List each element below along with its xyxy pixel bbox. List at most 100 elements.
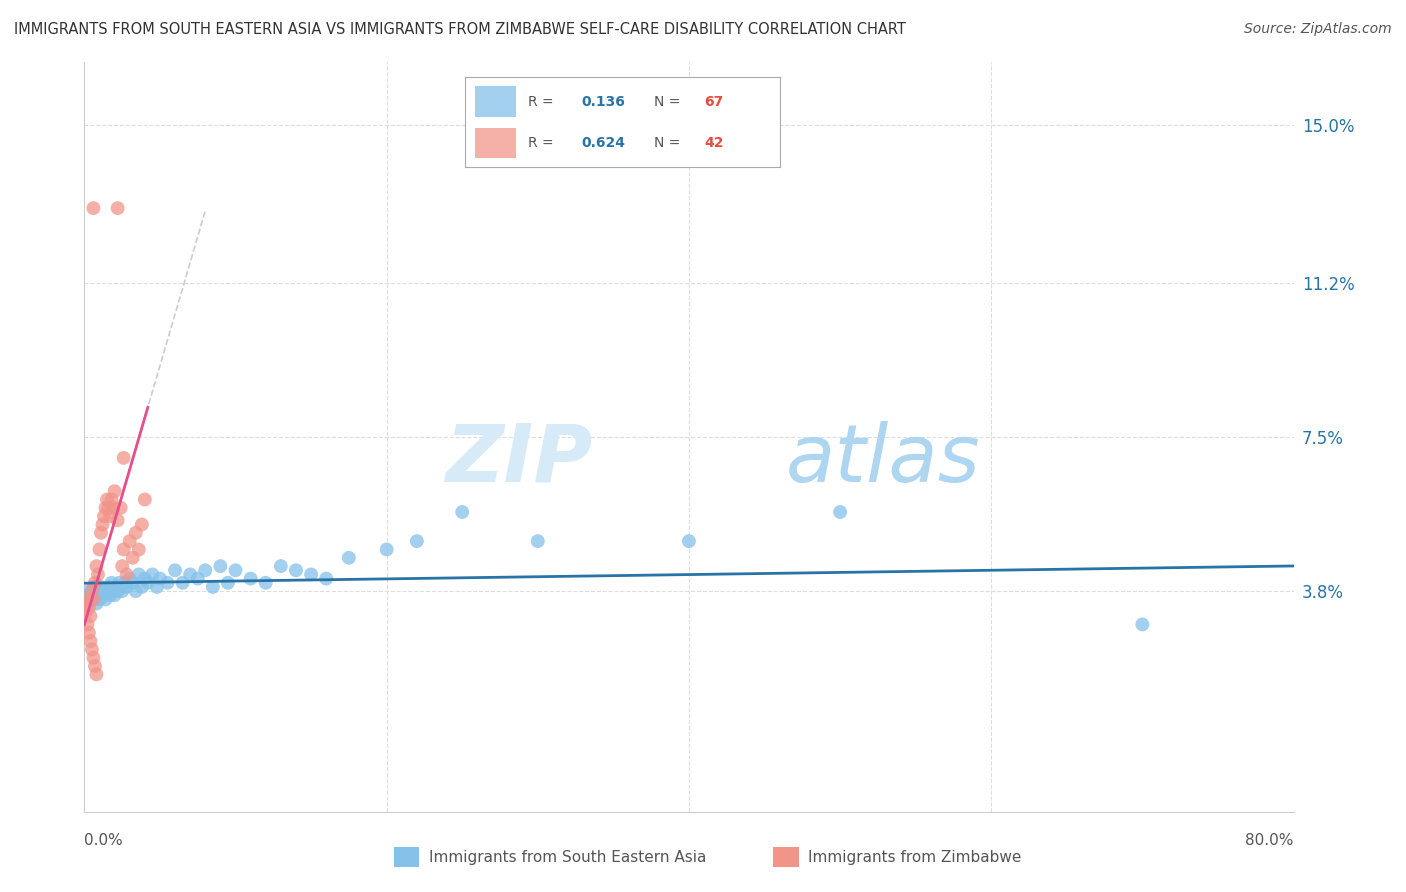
Point (77, 584, 100, 599)
Point (77, 625, 100, 640)
Point (86, 559, 108, 574)
Point (84, 588, 107, 602)
Point (80, 584, 103, 599)
Point (97, 500, 120, 515)
Point (77, 600, 100, 615)
Point (89, 592, 111, 607)
Point (201, 580, 224, 594)
Point (451, 505, 474, 519)
Point (111, 559, 134, 574)
Point (315, 572, 337, 586)
Point (115, 580, 138, 594)
Point (125, 584, 148, 599)
Point (79, 592, 101, 607)
Point (108, 575, 131, 590)
Point (337, 550, 360, 565)
Point (136, 575, 159, 590)
Text: Immigrants from South Eastern Asia: Immigrants from South Eastern Asia (429, 850, 706, 864)
Point (93, 584, 115, 599)
Point (87, 584, 110, 599)
Text: IMMIGRANTS FROM SOUTH EASTERN ASIA VS IMMIGRANTS FROM ZIMBABWE SELF-CARE DISABIL: IMMIGRANTS FROM SOUTH EASTERN ASIA VS IM… (14, 22, 905, 37)
Point (118, 534, 141, 549)
Point (94, 500, 117, 515)
Point (84, 584, 107, 599)
Point (112, 542, 135, 557)
Point (194, 563, 217, 577)
Point (77, 597, 100, 611)
Point (121, 550, 143, 565)
Point (131, 517, 153, 532)
Point (239, 572, 262, 586)
Point (107, 584, 129, 599)
Point (76, 617, 98, 632)
Point (93, 509, 115, 524)
Text: atlas: atlas (786, 420, 980, 499)
Point (89, 584, 111, 599)
Text: ZIP: ZIP (444, 420, 592, 499)
Point (86, 588, 108, 602)
Point (84, 575, 107, 590)
Point (131, 580, 153, 594)
Point (830, 505, 852, 519)
Point (91, 517, 114, 532)
Point (82, 650, 104, 665)
Point (187, 572, 209, 586)
Point (96, 492, 118, 507)
Point (90, 580, 112, 594)
Point (101, 584, 124, 599)
Point (76, 588, 98, 602)
Point (110, 580, 132, 594)
Point (97, 580, 120, 594)
Point (115, 567, 138, 582)
Point (111, 584, 134, 599)
Point (91, 588, 114, 602)
Point (125, 525, 148, 540)
Point (114, 575, 136, 590)
Point (179, 567, 201, 582)
Point (112, 450, 135, 465)
Point (110, 500, 132, 515)
Point (128, 567, 150, 582)
Point (678, 534, 700, 549)
Point (100, 575, 122, 590)
Point (104, 484, 127, 499)
Point (82, 580, 104, 594)
Point (149, 572, 172, 586)
Point (225, 563, 247, 577)
Point (98, 509, 121, 524)
Point (80, 588, 103, 602)
Point (375, 542, 398, 557)
Point (1130, 617, 1153, 632)
Point (76, 592, 98, 607)
Point (165, 563, 187, 577)
Point (104, 588, 127, 602)
Point (107, 513, 129, 527)
Point (89, 542, 111, 557)
Point (94, 592, 117, 607)
Point (96, 584, 118, 599)
Point (107, 201, 129, 215)
Point (80, 584, 103, 599)
Point (82, 201, 104, 215)
Point (87, 567, 110, 582)
Point (285, 563, 308, 577)
Point (75, 592, 97, 607)
Point (118, 572, 141, 586)
Point (105, 580, 128, 594)
Point (90, 525, 112, 540)
Point (299, 567, 322, 582)
Point (82, 592, 104, 607)
Point (172, 575, 194, 590)
Point (84, 659, 107, 673)
Text: Source: ZipAtlas.com: Source: ZipAtlas.com (1244, 22, 1392, 37)
Point (101, 500, 124, 515)
Text: Immigrants from Zimbabwe: Immigrants from Zimbabwe (808, 850, 1022, 864)
Point (217, 575, 239, 590)
Point (134, 492, 156, 507)
Point (527, 534, 550, 549)
Point (141, 567, 163, 582)
Point (79, 634, 101, 648)
Point (100, 492, 122, 507)
Point (406, 534, 429, 549)
Point (82, 592, 104, 607)
